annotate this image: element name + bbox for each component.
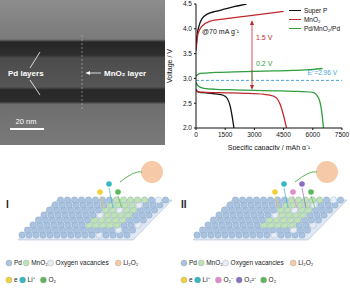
svg-text:e: e [189, 276, 193, 283]
svg-text:3.0: 3.0 [183, 75, 192, 82]
svg-text:O₂⁻: O₂⁻ [223, 276, 233, 283]
svg-text:e: e [14, 276, 18, 283]
html-text:1.5 V: 1.5 V [256, 34, 273, 41]
svg-text:Li⁺: Li⁺ [28, 276, 35, 283]
html-text:@70 mA g⁻¹: @70 mA g⁻¹ [202, 28, 240, 35]
svg-text:E°=2.96 V: E°=2.96 V [307, 69, 337, 76]
html-text:Super P: Super P [303, 7, 328, 14]
svg-text:1500: 1500 [218, 131, 233, 138]
svg-text:3.5: 3.5 [183, 50, 192, 57]
svg-text:MnO₂: MnO₂ [206, 259, 223, 266]
svg-text:Pd: Pd [14, 259, 22, 266]
svg-text:Oxygen vacancies: Oxygen vacancies [231, 259, 285, 267]
svg-text:6000: 6000 [306, 131, 321, 138]
svg-text:20 nm: 20 nm [16, 117, 37, 126]
svg-text:Pd: Pd [189, 259, 197, 266]
svg-text:4500: 4500 [276, 131, 291, 138]
html-text:Pd/MnO₂/Pd: Pd/MnO₂/Pd [303, 25, 340, 32]
svg-text:Li⁺: Li⁺ [203, 276, 210, 283]
svg-text:2.5: 2.5 [183, 100, 192, 107]
svg-text:O₂: O₂ [269, 276, 277, 283]
svg-text:O₂²⁻: O₂²⁻ [244, 276, 256, 283]
svg-text:O₂: O₂ [48, 276, 56, 283]
svg-text:3000: 3000 [247, 131, 262, 138]
svg-text:Pd layers: Pd layers [8, 69, 44, 78]
svg-text:MnO₂: MnO₂ [31, 259, 48, 266]
html-text:MnO₂: MnO₂ [303, 16, 321, 23]
html-text:0.2 V: 0.2 V [256, 60, 273, 67]
svg-text:Oxygen vacancies: Oxygen vacancies [56, 259, 110, 267]
svg-text:7500: 7500 [335, 131, 342, 138]
svg-text:I: I [8, 199, 9, 210]
svg-text:0: 0 [194, 131, 198, 138]
svg-text:Li₂O₂: Li₂O₂ [298, 259, 314, 266]
svg-text:4.0: 4.0 [183, 25, 192, 32]
svg-text:Voltage / V: Voltage / V [166, 49, 174, 83]
svg-text:2.0: 2.0 [183, 124, 192, 131]
svg-text:4.5: 4.5 [183, 0, 192, 7]
svg-text:II: II [181, 199, 187, 210]
svg-text:Specific capacity / mAh g⁻¹: Specific capacity / mAh g⁻¹ [228, 144, 311, 150]
svg-text:MnO₂ layer: MnO₂ layer [104, 69, 146, 78]
svg-text:Li₂O₂: Li₂O₂ [123, 259, 139, 266]
